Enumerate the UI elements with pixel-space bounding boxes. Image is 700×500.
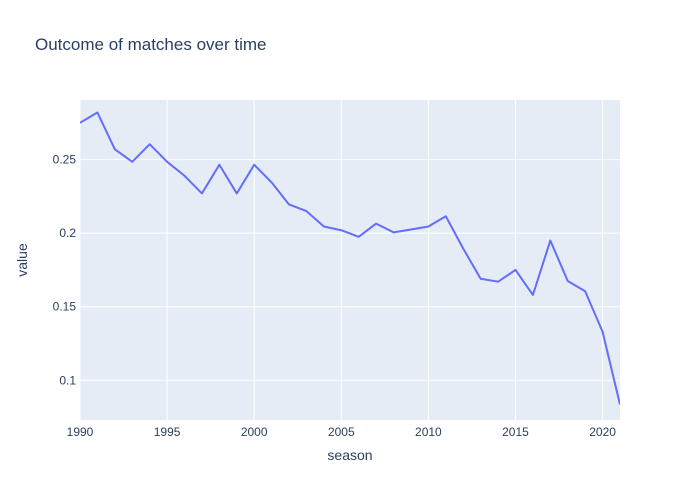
series-line bbox=[80, 111, 620, 405]
x-tick-label: 1990 bbox=[67, 425, 94, 439]
plot-area bbox=[79, 100, 620, 420]
x-tick-label: 2020 bbox=[589, 425, 616, 439]
y-tick-label: 0.1 bbox=[59, 373, 76, 387]
y-tick-label: 0.15 bbox=[53, 300, 77, 314]
x-tick-label: 2005 bbox=[328, 425, 355, 439]
x-axis-title: season bbox=[327, 447, 372, 463]
x-tick-label: 1995 bbox=[154, 425, 181, 439]
plot-background bbox=[80, 100, 620, 420]
y-axis-title: value bbox=[14, 243, 30, 277]
x-tick-label: 2010 bbox=[415, 425, 442, 439]
y-axis-ticks: 0.1 0.15 0.2 0.25 bbox=[53, 153, 77, 388]
y-tick-label: 0.2 bbox=[59, 226, 76, 240]
x-axis-ticks: 1990 1995 2000 2005 2010 2015 2020 bbox=[67, 425, 617, 439]
x-tick-label: 2000 bbox=[241, 425, 268, 439]
y-tick-label: 0.25 bbox=[53, 153, 77, 167]
x-tick-label: 2015 bbox=[502, 425, 529, 439]
chart-title: Outcome of matches over time bbox=[35, 35, 266, 54]
